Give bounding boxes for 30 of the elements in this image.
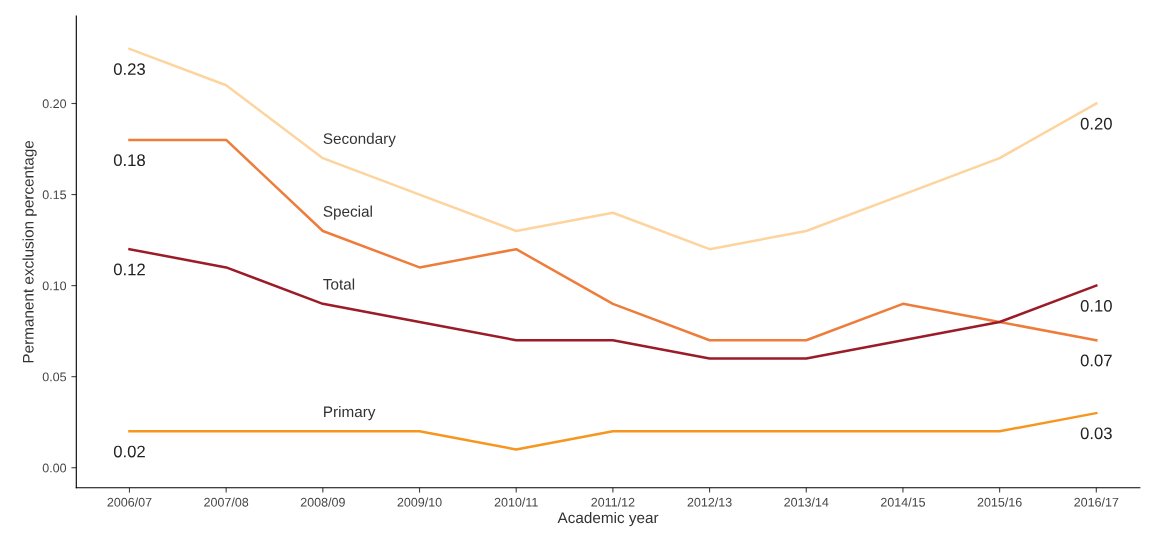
data-label: 0.10 bbox=[1080, 299, 1112, 312]
data-label: 0.23 bbox=[113, 63, 145, 75]
data-label: 0.03 bbox=[1080, 427, 1112, 440]
data-label: 0.18 bbox=[113, 154, 145, 167]
data-label: 0.07 bbox=[1080, 354, 1112, 367]
data-label: 0.20 bbox=[1080, 117, 1112, 130]
data-label: 0.12 bbox=[113, 263, 145, 276]
x-axis-title: Academic year bbox=[557, 511, 659, 527]
series-label: Special bbox=[323, 205, 372, 220]
y-tick-label: 0.10 bbox=[42, 281, 67, 291]
x-tick-label: 2015/16 bbox=[977, 497, 1022, 507]
y-tick-label: 0.05 bbox=[42, 372, 67, 382]
series-label: Primary bbox=[324, 405, 376, 421]
x-tick-label: 2011/12 bbox=[591, 497, 635, 507]
x-tick-label: 2007/08 bbox=[204, 497, 249, 507]
series-label: Secondary bbox=[323, 132, 396, 148]
x-tick-label: 2016/17 bbox=[1074, 497, 1119, 507]
x-tick-label: 2006/07 bbox=[107, 497, 152, 507]
y-tick-label: 0.00 bbox=[42, 463, 67, 473]
series-label: Total bbox=[323, 278, 355, 290]
y-axis-title: Permanent exclusion percentage bbox=[22, 140, 37, 363]
x-tick-label: 2014/15 bbox=[880, 497, 926, 507]
data-label: 0.02 bbox=[113, 445, 145, 458]
x-tick-label: 2012/13 bbox=[687, 497, 732, 507]
x-tick-label: 2009/10 bbox=[397, 497, 442, 507]
y-tick-label: 0.20 bbox=[42, 99, 67, 109]
x-tick-label: 2013/14 bbox=[784, 497, 829, 507]
x-tick-label: 2010/11 bbox=[494, 497, 538, 507]
y-tick-label: 0.15 bbox=[42, 190, 67, 200]
x-tick-label: 2008/09 bbox=[300, 497, 345, 507]
